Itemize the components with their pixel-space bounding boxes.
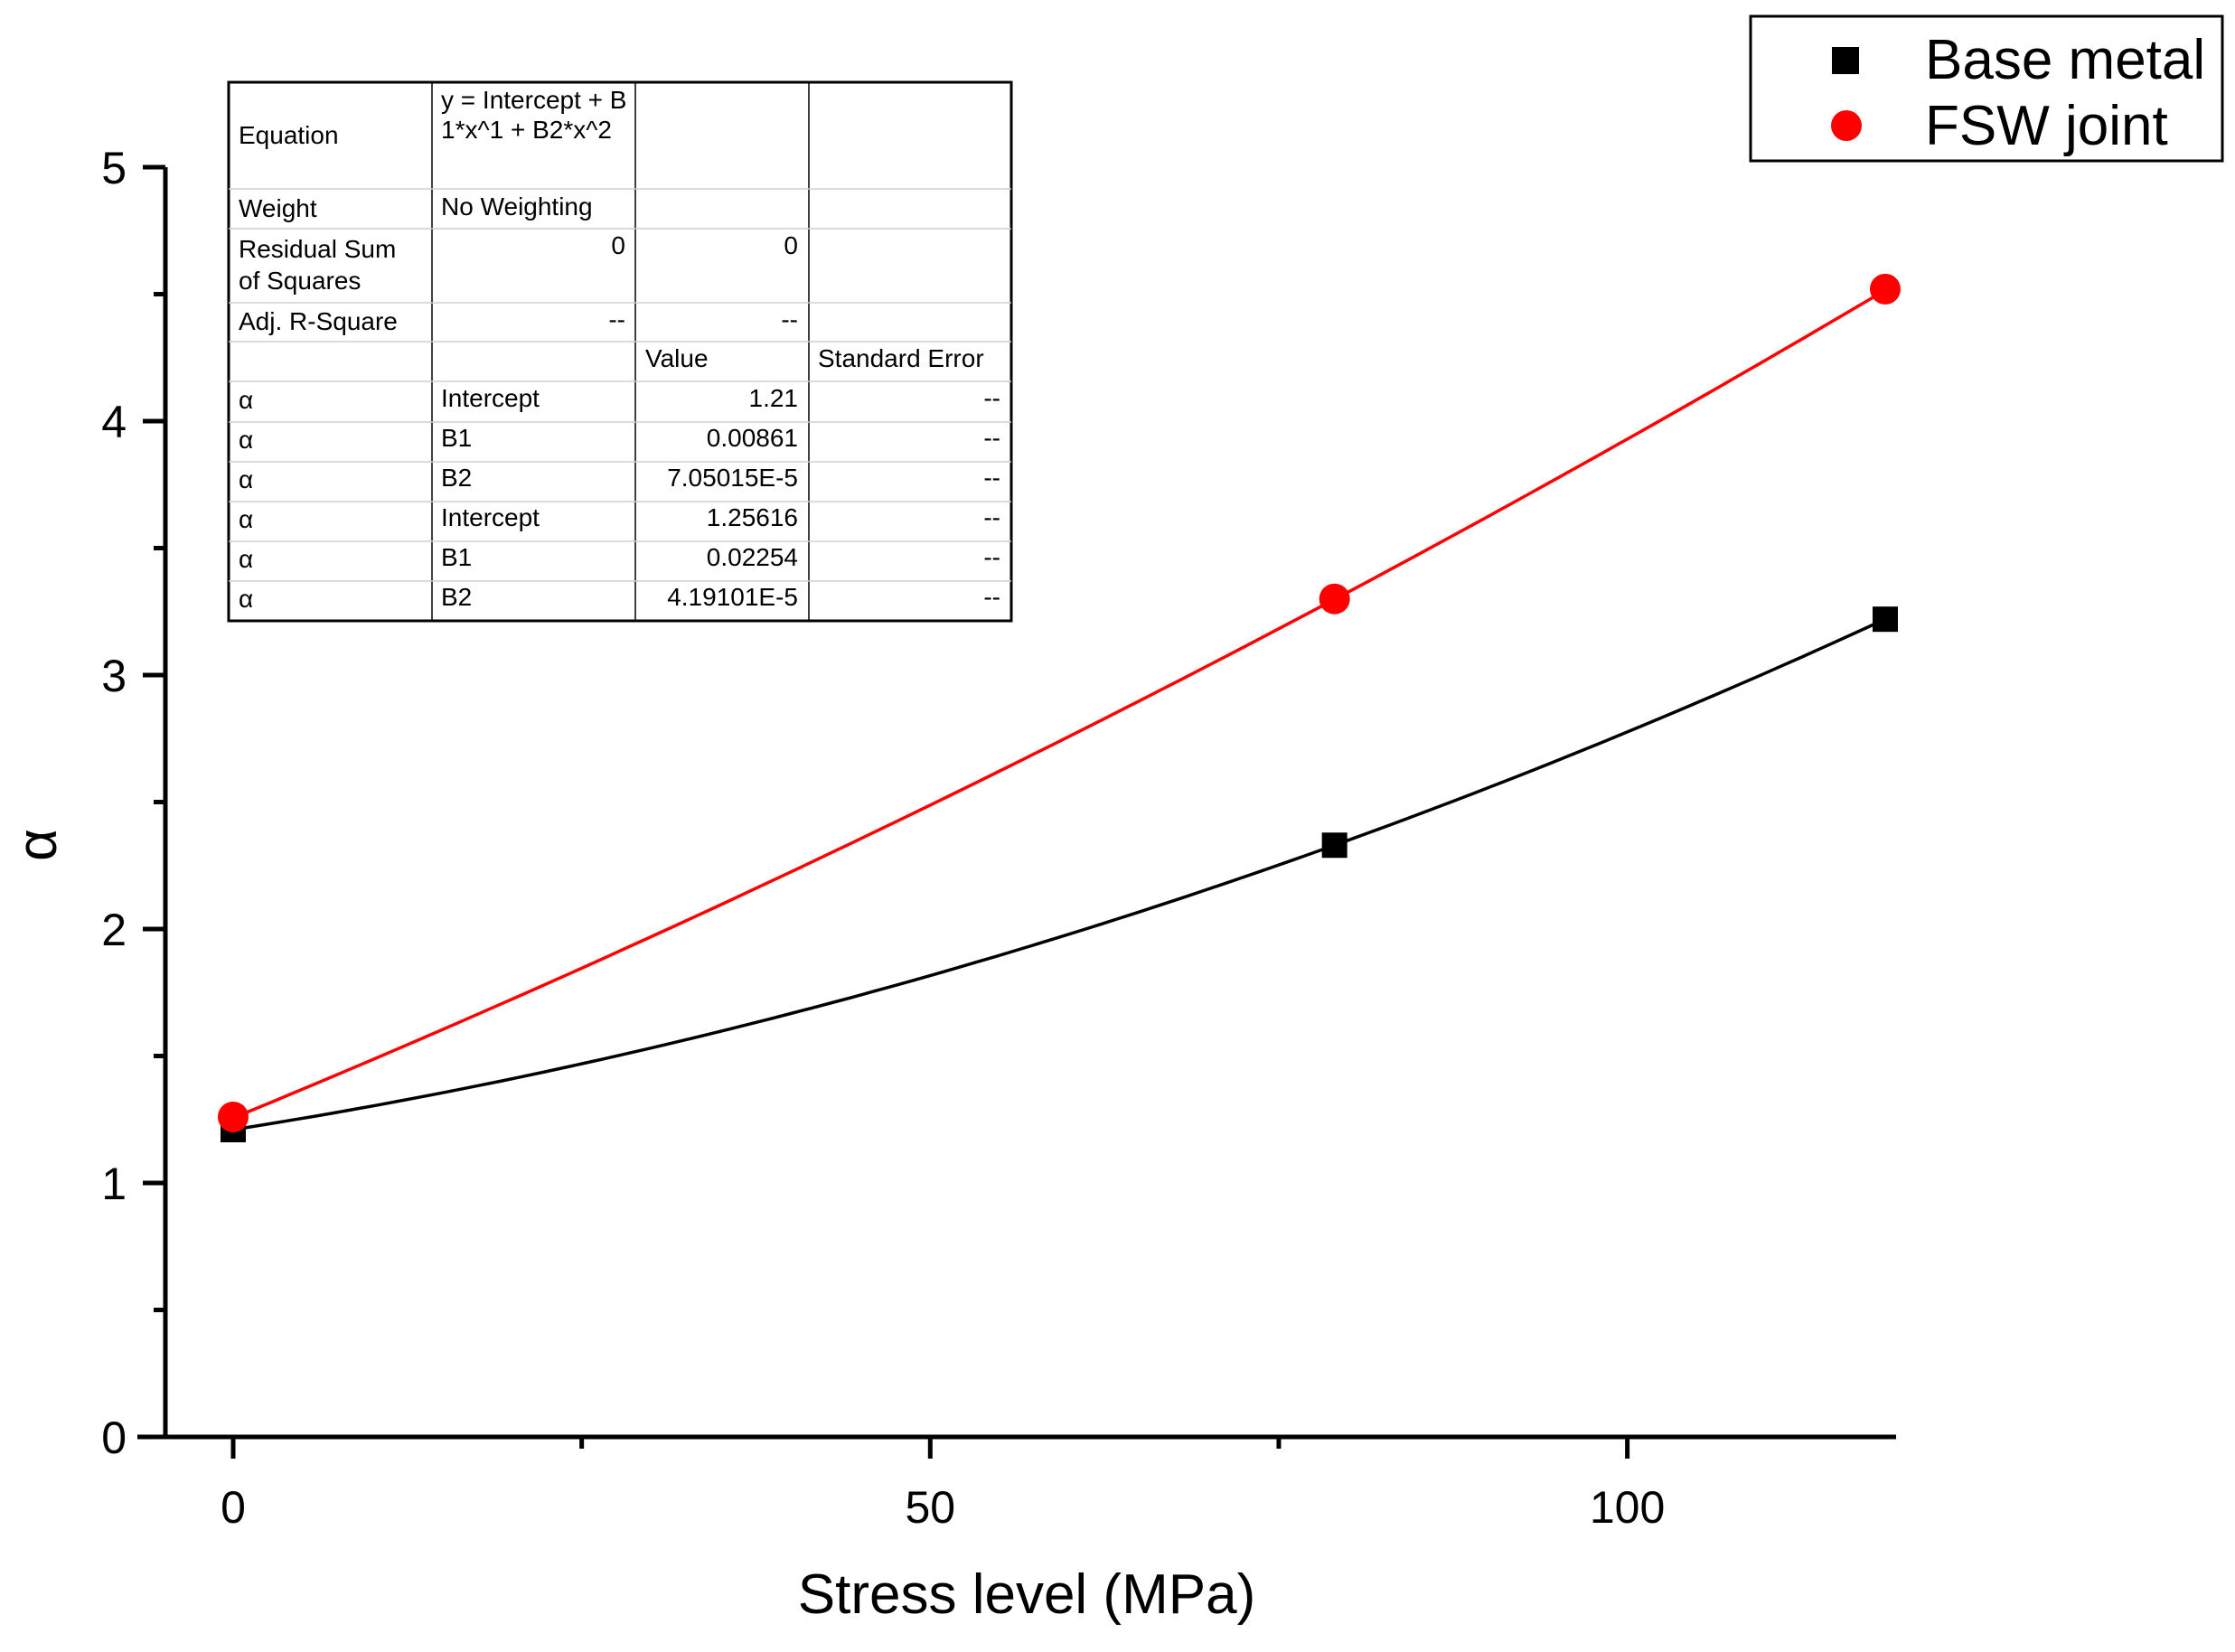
row-standard-error: --	[983, 543, 1000, 571]
table-row: α B2 4.19101E-5 --	[239, 583, 1000, 613]
y-tick-label: 3	[101, 651, 127, 701]
row-value: 0.00861	[707, 424, 798, 452]
row-parameter: Intercept	[441, 384, 540, 412]
y-tick-label: 4	[101, 397, 127, 447]
legend-label-base-metal: Base metal	[1925, 29, 2205, 91]
x-tick-label: 50	[905, 1482, 955, 1533]
point-base-metal	[1321, 832, 1348, 859]
row-parameter: Intercept	[441, 503, 540, 531]
row-value: 4.19101E-5	[667, 583, 798, 611]
row-dependent: α	[239, 465, 253, 493]
equation-line-1: y = Intercept + B	[441, 86, 626, 114]
table-row: α Intercept 1.21 --	[239, 384, 1000, 414]
adj-r-square-fsw: --	[781, 305, 798, 333]
equation-label: Equation	[239, 121, 339, 149]
legend: Base metal FSW joint	[1749, 14, 2224, 163]
row-standard-error: --	[983, 583, 1000, 611]
row-standard-error: --	[983, 464, 1000, 492]
x-tick-label: 0	[221, 1482, 246, 1533]
row-parameter: B2	[441, 583, 472, 611]
x-axis-title: Stress level (MPa)	[798, 1563, 1255, 1626]
row-parameter: B1	[441, 424, 472, 452]
point-fsw-joint	[218, 1101, 249, 1132]
adj-r-square-base: --	[608, 305, 625, 333]
y-tick-label: 1	[101, 1159, 127, 1209]
y-tick-label: 0	[101, 1413, 127, 1463]
row-standard-error: --	[983, 424, 1000, 452]
fit-curve-fsw-joint	[232, 288, 1886, 1120]
y-axis-title: α	[6, 829, 69, 861]
y-tick-label: 2	[101, 905, 127, 955]
table-row: α Intercept 1.25616 --	[239, 503, 1000, 533]
fit-table: Equation y = Intercept + B 1*x^1 + B2*x^…	[227, 80, 1013, 623]
legend-box	[1749, 14, 2224, 163]
weight-label: Weight	[239, 194, 317, 222]
ticks	[143, 164, 1630, 1459]
legend-marker-fsw-joint	[1831, 110, 1862, 141]
row-dependent: α	[239, 545, 253, 573]
row-value: 1.21	[749, 384, 799, 412]
row-value: 0.02254	[707, 543, 798, 571]
table-rows: α Intercept 1.21 -- α B1 0.00861 -- α B2 7.05015E-…	[239, 384, 1000, 613]
standard-error-header: Standard Error	[818, 344, 984, 372]
row-value: 7.05015E-5	[667, 464, 798, 492]
point-base-metal	[1872, 606, 1898, 633]
row-dependent: α	[239, 505, 253, 533]
point-fsw-joint	[1319, 583, 1350, 615]
weight-value: No Weighting	[441, 192, 593, 221]
rss-label-line-2: of Squares	[239, 267, 361, 295]
equation-line-2: 1*x^1 + B2*x^2	[441, 116, 612, 144]
row-standard-error: --	[983, 384, 1000, 412]
table-row: α B1 0.00861 --	[239, 424, 1000, 454]
fit-curves	[232, 288, 1886, 1131]
value-header: Value	[645, 344, 709, 372]
row-parameter: B1	[441, 543, 472, 571]
markers	[218, 273, 1901, 1142]
legend-label-fsw-joint: FSW joint	[1925, 95, 2168, 157]
table-row: α B2 7.05015E-5 --	[239, 464, 1000, 493]
fit-table-border	[227, 80, 1013, 623]
y-tick-label: 5	[101, 143, 127, 193]
row-dependent: α	[239, 426, 253, 454]
rss-label-line-1: Residual Sum	[239, 235, 396, 263]
fit-curve-base-metal	[232, 617, 1886, 1131]
rss-value-base: 0	[611, 231, 625, 259]
row-value: 1.25616	[707, 503, 798, 531]
point-fsw-joint	[1869, 273, 1901, 305]
row-dependent: α	[239, 386, 253, 414]
rss-value-fsw: 0	[784, 231, 798, 259]
row-dependent: α	[239, 585, 253, 613]
x-tick-label: 100	[1590, 1482, 1665, 1533]
row-standard-error: --	[983, 503, 1000, 531]
adj-r-square-label: Adj. R-Square	[239, 307, 398, 335]
table-row: α B1 0.02254 --	[239, 543, 1000, 573]
table-grid	[229, 82, 1011, 621]
row-parameter: B2	[441, 464, 472, 492]
legend-marker-base-metal	[1832, 47, 1859, 74]
